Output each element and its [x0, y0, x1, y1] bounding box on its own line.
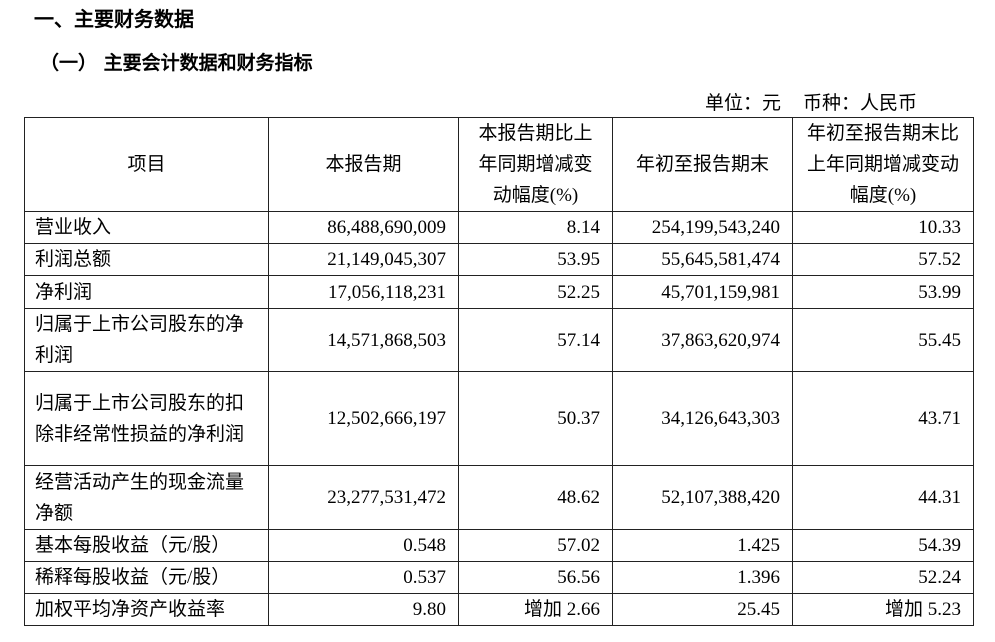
- cell-value: 25.45: [612, 593, 793, 626]
- cell-value: 55.45: [792, 308, 974, 372]
- cell-value: 17,056,118,231: [268, 275, 459, 309]
- section-title: 一、主要财务数据: [34, 7, 194, 31]
- cell-value: 增加 2.66: [458, 593, 613, 626]
- table-row: 利润总额 21,149,045,307 53.95 55,645,581,474 57.…: [24, 243, 974, 276]
- cell-value: 50.37: [458, 371, 613, 466]
- cell-value: 8.14: [458, 211, 613, 244]
- subsection-title: （一） 主要会计数据和财务指标: [40, 52, 313, 74]
- cell-value: 1.425: [612, 529, 793, 562]
- currency-label: 币种：人民币: [802, 93, 917, 114]
- cell-value: 56.56: [458, 561, 613, 594]
- unit-label: 单位：元: [704, 93, 781, 114]
- cell-value: 52.24: [792, 561, 974, 594]
- table-row: 归属于上市公司股东的净利润 14,571,868,503 57.14 37,863,6…: [24, 308, 974, 372]
- cell-value: 53.99: [792, 275, 974, 309]
- cell-value: 1.396: [612, 561, 793, 594]
- cell-value: 44.31: [792, 465, 974, 530]
- table-header-row: 项目 本报告期 本报告期比上年同期增减变动幅度(%) 年初至报告期末 年初至报告…: [24, 117, 974, 212]
- header-item: 项目: [24, 117, 269, 212]
- table-row: 加权平均净资产收益率 9.80 增加 2.66 25.45 增加 5.23: [24, 593, 974, 626]
- cell-value: 57.02: [458, 529, 613, 562]
- cell-value: 37,863,620,974: [612, 308, 793, 372]
- row-label: 归属于上市公司股东的扣除非经常性损益的净利润: [24, 371, 269, 466]
- cell-value: 10.33: [792, 211, 974, 244]
- cell-value: 0.537: [268, 561, 459, 594]
- cell-value: 23,277,531,472: [268, 465, 459, 530]
- cell-value: 52.25: [458, 275, 613, 309]
- cell-value: 45,701,159,981: [612, 275, 793, 309]
- cell-value: 48.62: [458, 465, 613, 530]
- cell-value: 52,107,388,420: [612, 465, 793, 530]
- header-ytd-change: 年初至报告期末比上年同期增减变动幅度(%): [792, 117, 974, 212]
- cell-value: 53.95: [458, 243, 613, 276]
- table-row: 归属于上市公司股东的扣除非经常性损益的净利润 12,502,666,197 50.3…: [24, 371, 974, 466]
- row-label: 营业收入: [24, 211, 269, 244]
- cell-value: 34,126,643,303: [612, 371, 793, 466]
- table-row: 经营活动产生的现金流量净额 23,277,531,472 48.62 52,107,3…: [24, 465, 974, 530]
- header-current-change: 本报告期比上年同期增减变动幅度(%): [458, 117, 613, 212]
- header-current-period: 本报告期: [268, 117, 459, 212]
- cell-value: 43.71: [792, 371, 974, 466]
- header-ytd: 年初至报告期末: [612, 117, 793, 212]
- unit-line: 单位：元 币种：人民币: [683, 88, 917, 115]
- cell-value: 86,488,690,009: [268, 211, 459, 244]
- cell-value: 12,502,666,197: [268, 371, 459, 466]
- row-label: 净利润: [24, 275, 269, 309]
- table-row: 稀释每股收益（元/股） 0.537 56.56 1.396 52.24: [24, 561, 974, 594]
- table-row: 净利润 17,056,118,231 52.25 45,701,159,981 53.9…: [24, 275, 974, 309]
- row-label: 利润总额: [24, 243, 269, 276]
- row-label: 归属于上市公司股东的净利润: [24, 308, 269, 372]
- table-row: 基本每股收益（元/股） 0.548 57.02 1.425 54.39: [24, 529, 974, 562]
- cell-value: 21,149,045,307: [268, 243, 459, 276]
- table-row: 营业收入 86,488,690,009 8.14 254,199,543,240 10.…: [24, 211, 974, 244]
- cell-value: 254,199,543,240: [612, 211, 793, 244]
- cell-value: 0.548: [268, 529, 459, 562]
- cell-value: 55,645,581,474: [612, 243, 793, 276]
- cell-value: 57.52: [792, 243, 974, 276]
- cell-value: 57.14: [458, 308, 613, 372]
- row-label: 稀释每股收益（元/股）: [24, 561, 269, 594]
- row-label: 加权平均净资产收益率: [24, 593, 269, 626]
- financial-data-table: 项目 本报告期 本报告期比上年同期增减变动幅度(%) 年初至报告期末 年初至报告…: [24, 117, 974, 626]
- cell-value: 14,571,868,503: [268, 308, 459, 372]
- cell-value: 9.80: [268, 593, 459, 626]
- cell-value: 增加 5.23: [792, 593, 974, 626]
- cell-value: 54.39: [792, 529, 974, 562]
- row-label: 基本每股收益（元/股）: [24, 529, 269, 562]
- row-label: 经营活动产生的现金流量净额: [24, 465, 269, 530]
